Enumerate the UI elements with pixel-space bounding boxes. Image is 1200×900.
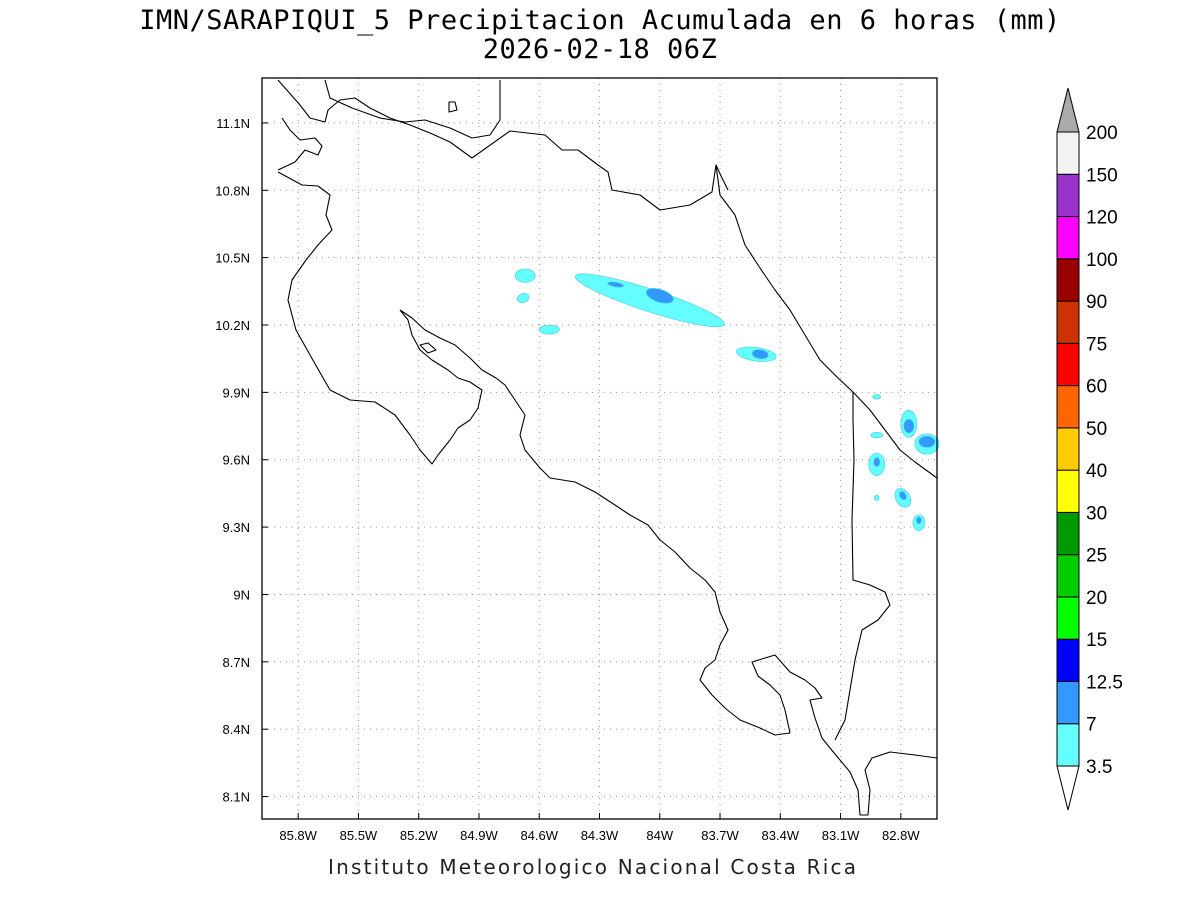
small-island [448, 101, 458, 113]
colorbar-label: 30 [1086, 503, 1107, 524]
precip-area-7 [751, 349, 769, 360]
precip-area-7 [873, 457, 881, 467]
colorbar-label: 150 [1086, 165, 1118, 186]
lat-tick-label: 8.7N [223, 655, 250, 670]
caribbean-coast [715, 164, 938, 479]
lon-tick-label: 85.2W [400, 828, 438, 843]
lat-tick-label: 9.3N [223, 520, 250, 535]
osa-peninsula [751, 654, 938, 816]
precip-area-3-5 [574, 273, 725, 328]
lat-tick-label: 10.5N [215, 251, 250, 266]
lon-tick-label: 82.8W [882, 828, 920, 843]
lon-tick-label: 83.1W [822, 828, 860, 843]
coastline [277, 79, 938, 816]
precip-area-3-5 [538, 324, 560, 335]
pacific-coast-north [277, 171, 483, 465]
colorbar-label: 3.5 [1086, 757, 1112, 778]
colorbar-label: 90 [1086, 292, 1107, 313]
guanacaste-coast [277, 117, 323, 171]
lat-tick-label: 11.1N [216, 116, 250, 131]
colorbar-legend: 3.5 7 12.5 15 20 25 30 40 50 60 75 90 100 120 150 200 [1056, 87, 1123, 811]
colorbar-label: 20 [1086, 588, 1107, 609]
lon-tick-label: 84.6W [520, 828, 558, 843]
colorbar-swatch [1056, 427, 1080, 471]
lon-tick-label: 85.8W [279, 828, 317, 843]
colorbar-label: 60 [1086, 377, 1107, 398]
colorbar-label: 50 [1086, 419, 1107, 440]
precip-area-7 [903, 419, 915, 434]
precip-area-7 [607, 281, 624, 288]
colorbar-over-arrow [1056, 87, 1080, 133]
lon-tick-label: 83.4W [762, 828, 800, 843]
lon-tick-label: 83.7W [701, 828, 739, 843]
colorbar-swatch [1056, 300, 1080, 344]
colorbar-under-arrow [1056, 765, 1080, 811]
colorbar-swatch [1056, 469, 1080, 513]
colorbar-label: 40 [1086, 461, 1107, 482]
colorbar-swatch [1056, 216, 1080, 260]
precip-area-3-5 [874, 494, 880, 501]
colorbar-swatch [1056, 385, 1080, 429]
lat-tick-label: 9.9N [223, 385, 250, 400]
nicaragua-costa-rica-border [471, 130, 729, 211]
precip-area-7 [918, 435, 936, 448]
lon-tick-label: 84.9W [460, 828, 498, 843]
lat-tick-label: 9.6N [223, 453, 250, 468]
nicoya-island [419, 342, 437, 354]
lat-tick-label: 8.4N [223, 722, 250, 737]
colorbar-label: 100 [1086, 250, 1118, 271]
nicaragua-lake-shore [277, 79, 473, 159]
panama-border [834, 392, 891, 741]
lon-tick-label: 84.3W [581, 828, 619, 843]
colorbar-swatch [1056, 680, 1080, 725]
precip-area-3-5 [870, 432, 884, 439]
colorbar-swatch [1056, 258, 1080, 302]
colorbar-swatch [1056, 173, 1080, 218]
colorbar-swatch [1056, 638, 1080, 682]
precip-area-7 [645, 288, 674, 304]
colorbar-label: 200 [1086, 123, 1118, 144]
colorbar-swatch [1056, 596, 1080, 640]
precip-area-3-5 [516, 293, 530, 304]
lon-tick-label: 84W [646, 828, 673, 843]
lat-tick-label: 10.8N [215, 183, 250, 198]
precip-area-7 [916, 516, 922, 525]
colorbar-label: 12.5 [1086, 672, 1123, 693]
precip-area-3-5 [872, 394, 882, 400]
colorbar-swatch [1056, 554, 1080, 598]
colorbar-swatch [1056, 511, 1080, 556]
map-timestamp: 2026-02-18 06Z [482, 34, 718, 65]
precip-area-7 [899, 491, 907, 501]
precipitation-field [514, 268, 940, 531]
map-grid [262, 78, 937, 819]
lake-nicaragua-north [324, 79, 501, 139]
lat-tick-label: 8.1N [223, 790, 250, 805]
lat-tick-label: 10.2N [215, 318, 250, 333]
map-title: IMN/SARAPIQUI_5 Precipitacion Acumulada … [139, 5, 1061, 36]
precip-area-3-5 [514, 268, 536, 283]
lon-tick-label: 85.5W [340, 828, 378, 843]
colorbar-label: 25 [1086, 546, 1107, 567]
lat-tick-label: 9N [233, 587, 250, 602]
longitude-axis: 85.8W 85.5W 85.2W 84.9W 84.6W 84.3W 84W 83.7W 83… [279, 813, 920, 843]
map-frame [261, 77, 938, 820]
colorbar-swatch [1056, 131, 1080, 175]
credit-line: Instituto Meteorologico Nacional Costa R… [328, 855, 859, 879]
colorbar-label: 15 [1086, 630, 1107, 651]
nicoya-gulf [399, 309, 791, 736]
latitude-axis: 11.1N 10.8N 10.5N 10.2N 9.9N 9.6N 9.3N 9N 8.7N 8.… [215, 116, 268, 805]
colorbar-label: 7 [1086, 715, 1097, 736]
colorbar-swatch [1056, 342, 1080, 387]
colorbar-label: 120 [1086, 208, 1118, 229]
colorbar-swatch [1056, 723, 1080, 767]
colorbar-label: 75 [1086, 334, 1107, 355]
